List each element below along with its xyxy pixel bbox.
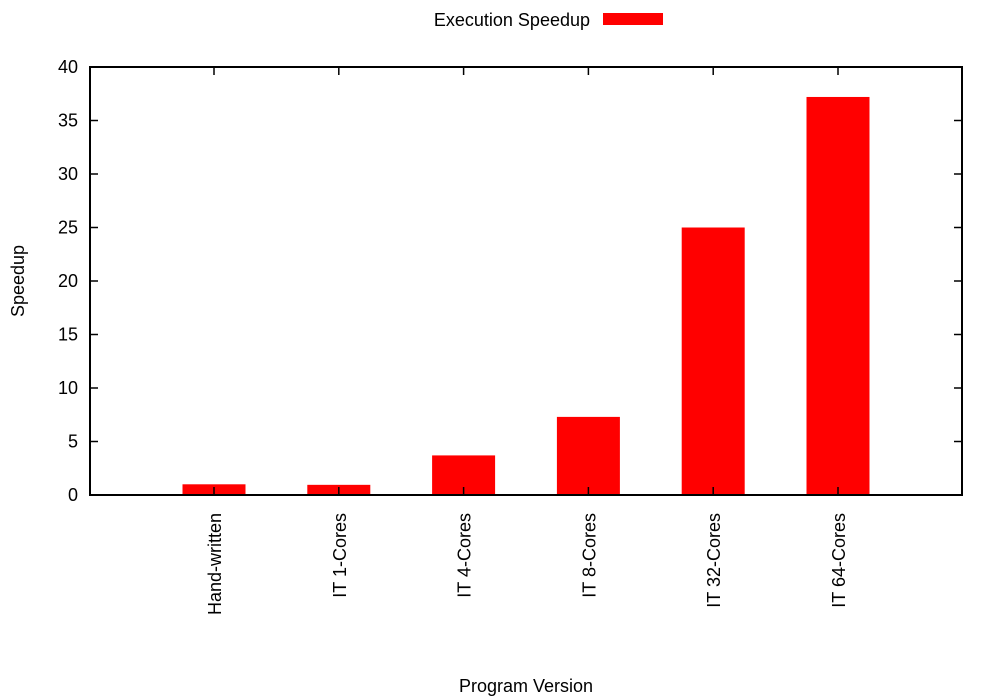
axes-layer	[89, 66, 963, 496]
bar-3	[556, 416, 620, 495]
y-tick-label-8: 40	[58, 57, 78, 77]
bars-layer	[182, 96, 870, 496]
y-tick-label-1: 5	[68, 432, 78, 452]
y-tick-label-5: 25	[58, 218, 78, 238]
bar-5	[806, 96, 870, 496]
x-tick-label-5: IT 64-Cores	[829, 513, 849, 608]
y-tick-label-0: 0	[68, 485, 78, 505]
legend-label: Execution Speedup	[434, 10, 590, 30]
y-tick-label-2: 10	[58, 378, 78, 398]
x-tick-label-2: IT 4-Cores	[455, 513, 475, 598]
x-tick-label-3: IT 8-Cores	[579, 513, 599, 598]
x-tick-label-4: IT 32-Cores	[704, 513, 724, 608]
x-tick-label-1: IT 1-Cores	[330, 513, 350, 598]
y-tick-label-3: 15	[58, 325, 78, 345]
labels-layer: 0 5 10 15 20 25 30 35 40 Hand-written IT 1-Cores IT…	[58, 57, 849, 615]
y-tick-label-7: 35	[58, 111, 78, 131]
y-axis-title: Speedup	[8, 245, 28, 317]
legend: Execution Speedup	[434, 10, 663, 30]
legend-swatch	[603, 13, 663, 25]
x-tick-label-0: Hand-written	[205, 513, 225, 615]
y-tick-label-4: 20	[58, 271, 78, 291]
x-axis-title: Program Version	[459, 676, 593, 696]
bar-4	[681, 227, 745, 495]
y-tick-label-6: 30	[58, 164, 78, 184]
